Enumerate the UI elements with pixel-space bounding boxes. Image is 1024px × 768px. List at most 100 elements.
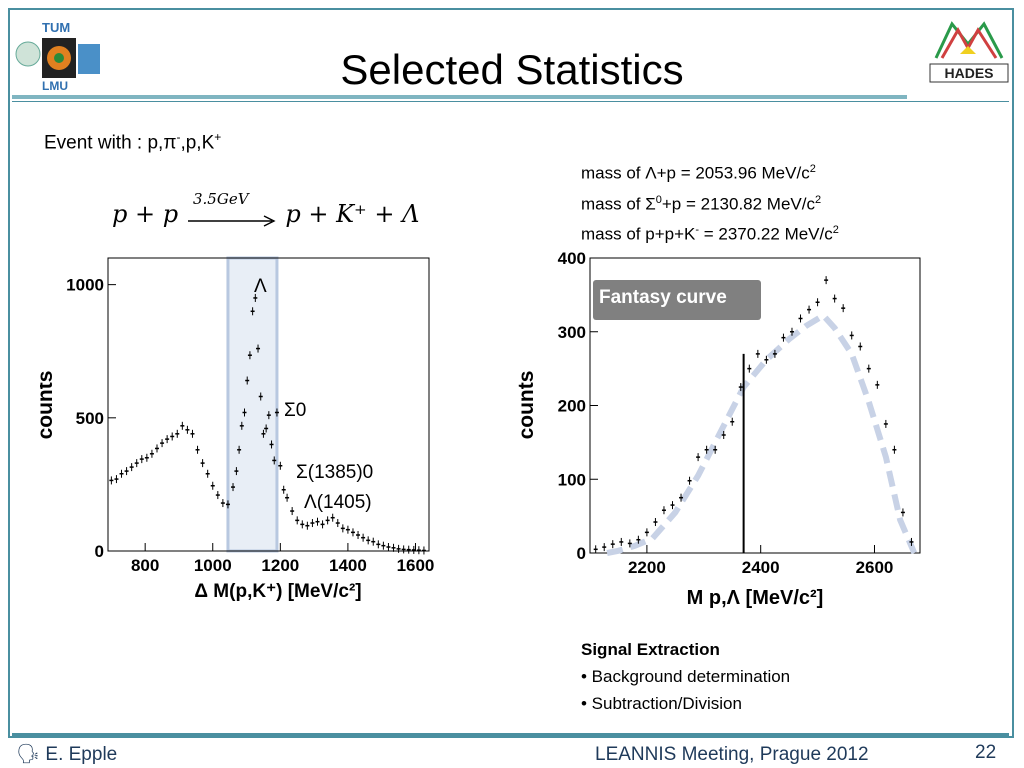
data-point — [320, 520, 325, 529]
data-point — [253, 293, 258, 302]
event-selection: Event with : p,π-,p,K+ — [44, 130, 221, 154]
data-point — [704, 445, 709, 454]
data-point — [772, 349, 777, 358]
annotation-lambda: Λ — [254, 276, 267, 297]
data-point — [670, 501, 675, 510]
annotation-sigma0: Σ0 — [284, 400, 306, 421]
data-point — [124, 467, 129, 476]
data-point — [195, 445, 200, 454]
x-axis-label: M p,Λ [MeV/c²] — [687, 587, 824, 609]
data-point — [242, 408, 247, 417]
data-point — [764, 355, 769, 364]
data-point — [841, 304, 846, 313]
author-name: E. Epple — [45, 744, 118, 765]
data-point — [411, 545, 416, 554]
y-tick-label: 0 — [577, 544, 586, 563]
data-point — [815, 298, 820, 307]
lmu-logo-text: LMU — [42, 79, 68, 93]
data-point — [875, 380, 880, 389]
x-tick-label: 2400 — [742, 558, 780, 577]
speaker-icon: 🗣 — [16, 744, 41, 765]
signal-bullet: • Subtraction/Division — [581, 694, 742, 713]
x-tick-label: 1400 — [329, 556, 367, 575]
data-point — [215, 491, 220, 500]
annotation-sigma1385: Σ(1385)0 — [296, 462, 373, 483]
data-point — [269, 440, 274, 449]
data-point — [129, 463, 134, 472]
data-point — [231, 483, 236, 492]
y-tick-label: 400 — [558, 250, 586, 268]
x-tick-label: 2600 — [856, 558, 894, 577]
data-point — [755, 349, 760, 358]
data-point — [295, 516, 300, 525]
data-point — [180, 421, 185, 430]
data-point — [361, 533, 366, 542]
x-tick-label: 1000 — [194, 556, 232, 575]
data-point — [114, 475, 119, 484]
data-point — [154, 444, 159, 453]
tum-logo-text: TUM — [42, 20, 70, 35]
x-tick-label: 800 — [131, 556, 159, 575]
axis-ticks: 2200 2400 2600 0 100 200 300 400 — [558, 250, 894, 577]
data-point — [261, 429, 266, 438]
data-point — [866, 364, 871, 373]
reaction-arrow-icon — [188, 215, 276, 227]
data-point — [335, 519, 340, 528]
data-point — [738, 383, 743, 392]
hades-logo: HADES — [929, 21, 1009, 83]
data-point — [237, 445, 242, 454]
data-point — [239, 421, 244, 430]
data-point — [305, 521, 310, 530]
data-point — [290, 507, 295, 516]
data-points — [593, 276, 914, 554]
y-tick-label: 300 — [558, 323, 586, 342]
hades-logo-yellow-icon — [960, 46, 976, 54]
data-point — [858, 342, 863, 351]
data-point — [849, 331, 854, 340]
hades-logo-box — [929, 63, 1009, 83]
data-point — [144, 453, 149, 462]
data-point — [900, 508, 905, 517]
fantasy-curve-line — [606, 311, 918, 556]
data-point — [376, 540, 381, 549]
data-point — [610, 540, 615, 549]
data-point — [210, 481, 215, 490]
data-point — [170, 432, 175, 441]
data-point — [713, 445, 718, 454]
data-point — [139, 455, 144, 464]
y-axis-label: counts — [515, 371, 538, 440]
reaction-energy: 3.5GeV — [193, 190, 249, 208]
data-point — [396, 544, 401, 553]
invariant-mass-chart-pk: 800 1000 1200 1400 1600 0 500 1000 counts Δ M(p… — [40, 256, 434, 602]
data-point — [421, 546, 426, 555]
data-point — [687, 476, 692, 485]
data-point — [247, 351, 252, 360]
y-tick-label: 0 — [95, 542, 104, 561]
data-point — [134, 459, 139, 468]
lambda-region-highlight — [226, 256, 279, 553]
data-point — [356, 531, 361, 540]
data-point — [696, 453, 701, 462]
data-point — [679, 493, 684, 502]
data-point — [371, 537, 376, 546]
data-point — [391, 543, 396, 552]
reaction-rhs: p + K⁺ + Λ — [285, 200, 420, 228]
data-point — [386, 543, 391, 552]
data-point — [266, 411, 271, 420]
data-point — [381, 541, 386, 550]
fantasy-curve-label-box — [593, 280, 761, 320]
data-point — [401, 545, 406, 554]
data-points — [109, 293, 426, 555]
data-point — [149, 449, 154, 458]
data-point — [119, 469, 124, 478]
signal-heading: Signal Extraction — [581, 640, 720, 659]
event-prefix: Event with : p,π — [44, 132, 177, 154]
data-point — [250, 307, 255, 316]
data-point — [325, 516, 330, 525]
data-point — [593, 545, 598, 554]
y-tick-label: 200 — [558, 397, 586, 416]
data-point — [234, 467, 239, 476]
signal-extraction: Signal Extraction • Background determina… — [581, 636, 790, 717]
data-point — [315, 517, 320, 526]
